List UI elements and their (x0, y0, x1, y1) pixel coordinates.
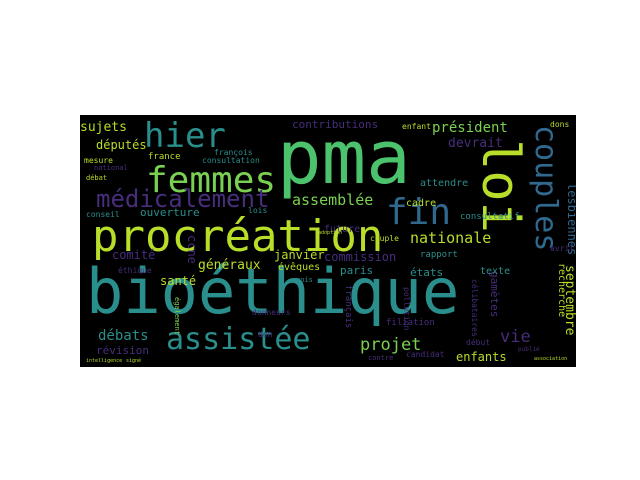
word-contre: contre (368, 354, 394, 362)
word-paris: paris (340, 264, 374, 277)
word-ccne: ccne (185, 235, 199, 264)
word-sante: santé (160, 274, 197, 288)
word-debut: début (466, 338, 491, 347)
word-mois: mois (296, 276, 313, 284)
word-adoption: adoption (318, 230, 343, 236)
word-commission: commission (324, 250, 397, 264)
word-publie: publié (518, 346, 540, 353)
word-attendre: attendre (420, 178, 469, 189)
word-bioethique: bioéthique (86, 255, 460, 328)
word-enfants: enfants (456, 350, 507, 364)
word-recherche: recherche (556, 263, 567, 318)
word-consultation: consultation (202, 156, 260, 165)
word-fin: fin (386, 192, 452, 233)
word-future: future (324, 224, 361, 235)
word-sujets: sujets (80, 120, 127, 135)
word-national: national (94, 164, 128, 172)
word-candidat: candidat (406, 350, 445, 359)
word-donneurs: donneurs (252, 308, 291, 317)
word-ouverture: ouverture (140, 206, 200, 219)
word-signe: signé (126, 358, 142, 364)
word-don: don (258, 330, 273, 339)
word-francois: françois (214, 148, 253, 157)
word-eveques: évêques (278, 262, 321, 273)
word-etats: états (410, 266, 444, 279)
word-gametes: gamètes (488, 271, 501, 318)
word-filiation: filiation (386, 318, 435, 328)
word-debat: débat (86, 174, 108, 182)
word-assistee: assistée (166, 322, 311, 357)
word-revision: révision (96, 344, 149, 357)
word-projet: projet (360, 335, 422, 355)
word-conseil: conseil (86, 210, 120, 219)
word-assemblee: assemblée (292, 191, 374, 209)
word-lois: lois (248, 206, 268, 215)
word-celibataires: célibataires (470, 279, 479, 337)
word-cloud: bioéthique pma loi procréation femmes hi… (80, 115, 576, 367)
word-ethique: éthique (118, 266, 152, 275)
word-dons: dons (550, 120, 570, 129)
word-mesure: mesure (84, 156, 113, 165)
word-nationale: nationale (410, 229, 492, 247)
word-association: association (534, 356, 568, 362)
word-couples: couples (528, 125, 563, 252)
word-femmes: femmes (146, 160, 277, 201)
word-procreation: procréation (92, 211, 384, 262)
word-couple: couple (370, 234, 399, 243)
word-consultatif: consultatif (460, 212, 520, 222)
word-president: président (432, 120, 508, 136)
word-janvier: janvier (274, 248, 325, 262)
word-texte: texte (480, 266, 511, 277)
word-deputes: députés (96, 138, 147, 152)
word-france: france (148, 152, 181, 162)
word-debats: débats (98, 328, 149, 344)
word-pma: pma (277, 115, 411, 201)
word-contributions: contributions (292, 118, 379, 131)
word-avril: avril (550, 244, 575, 253)
word-rapport: rapport (420, 250, 458, 260)
word-hier: hier (144, 116, 226, 156)
word-intelligence: intelligence (86, 358, 123, 364)
word-generaux: généraux (198, 258, 261, 273)
word-vie: vie (500, 327, 531, 347)
word-francais: français (343, 285, 353, 329)
word-comite: comité (112, 248, 156, 262)
word-medicalement: médicalement (96, 185, 270, 213)
word-enfant: enfant (402, 122, 431, 131)
word-cadre: cadre (406, 198, 437, 209)
word-pollution: pollution (402, 287, 411, 331)
word-devrait: devrait (448, 136, 503, 151)
word-egalement: également (173, 297, 181, 335)
